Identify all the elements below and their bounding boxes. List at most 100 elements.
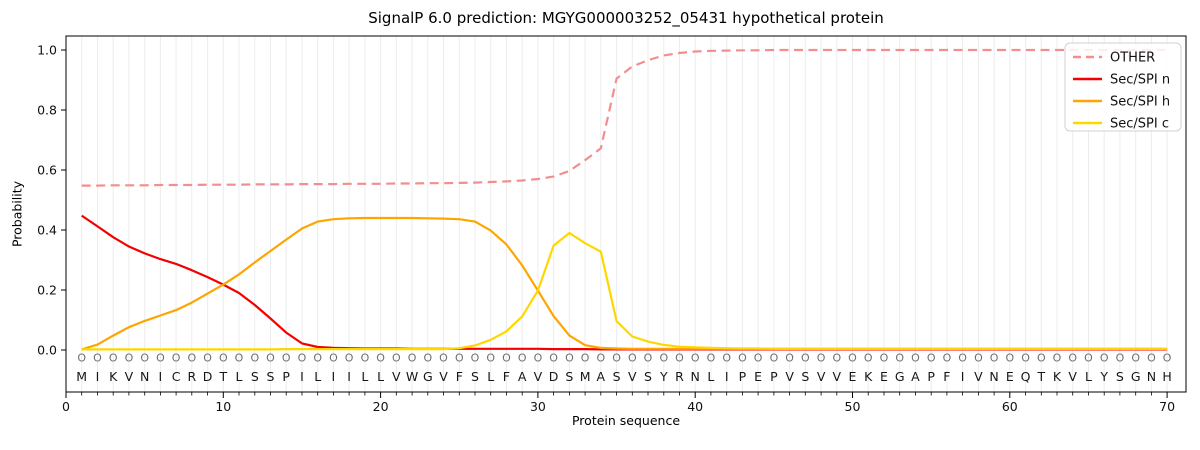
sequence-letter: I [725,369,729,384]
legend-label: Sec/SPI c [1110,117,1169,132]
position-marker: O [1005,352,1014,365]
y-axis-label: Probability [9,180,25,248]
position-marker: O [612,352,621,365]
sequence-letter: P [770,369,778,384]
position-marker: O [943,352,952,365]
position-marker: O [313,352,322,365]
x-tick-label: 20 [373,399,389,414]
y-tick-label: 1.0 [37,42,57,57]
position-marker: O [707,352,716,365]
x-tick-label: 30 [530,399,546,414]
sequence-letter: I [159,369,163,384]
sequence-letter: V [785,369,794,384]
position-marker: O [439,352,448,365]
position-marker: O [282,352,291,365]
position-marker: O [864,352,873,365]
sequence-letter: L [487,369,494,384]
sequence-letter: V [974,369,983,384]
position-marker: O [832,352,841,365]
position-marker: O [203,352,212,365]
sequence-letter: L [377,369,384,384]
position-marker: O [880,352,889,365]
position-marker: O [345,352,354,365]
position-marker: O [990,352,999,365]
sequence-letter: E [754,369,762,384]
position-marker: O [455,352,464,365]
position-marker: O [895,352,904,365]
sequence-letter: S [1116,369,1124,384]
position-marker: O [298,352,307,365]
position-marker: O [471,352,480,365]
position-marker: O [1053,352,1062,365]
sequence-letter: D [549,369,559,384]
position-marker: O [156,352,165,365]
y-tick-label: 0.4 [37,222,57,237]
x-tick-label: 60 [1002,399,1018,414]
position-marker: O [1147,352,1156,365]
sequence-letter: K [109,369,118,384]
sequence-letter: F [503,369,510,384]
y-tick-label: 0.2 [37,282,57,297]
position-marker: O [659,352,668,365]
position-marker: O [958,352,967,365]
sequence-letter: A [597,369,606,384]
position-marker: O [911,352,920,365]
sequence-letter: L [707,369,714,384]
position-marker: O [1037,352,1046,365]
x-tick-label: 10 [215,399,231,414]
position-marker: O [596,352,605,365]
sequence-letter: T [218,369,227,384]
sequence-letter: V [439,369,448,384]
sequence-letter: P [927,369,935,384]
position-marker: O [785,352,794,365]
position-marker: O [1068,352,1077,365]
position-marker: O [927,352,936,365]
sequence-letter: S [644,369,652,384]
sequence-letter: K [1053,369,1062,384]
sequence-letter: I [961,369,965,384]
sequence-letter: G [895,369,905,384]
series-line-sec-spi-c [81,231,1168,351]
position-marker: O [77,352,86,365]
position-marker: O [266,352,275,365]
position-marker: O [974,352,983,365]
sequence-letter: I [347,369,351,384]
position-marker: O [738,352,747,365]
position-marker: O [376,352,385,365]
legend-label: OTHER [1110,51,1155,66]
position-marker: O [565,352,574,365]
sequence-letter: R [675,369,684,384]
sequence-letter: F [456,369,463,384]
position-marker: O [628,352,637,365]
sequence-letter: E [849,369,857,384]
position-marker: O [392,352,401,365]
position-marker: O [1084,352,1093,365]
sequence-letter: N [140,369,149,384]
position-marker: O [1021,352,1030,365]
position-marker: O [1163,352,1172,365]
sequence-letter: V [817,369,826,384]
sequence-letter: P [739,369,747,384]
position-marker: O [644,352,653,365]
position-marker: O [801,352,810,365]
sequence-letter: N [1147,369,1156,384]
x-tick-label: 70 [1159,399,1175,414]
sequence-letter: Y [1099,369,1108,384]
sequence-letter: S [267,369,275,384]
sequence-letter: S [471,369,479,384]
position-marker: O [581,352,590,365]
sequence-letter: G [423,369,433,384]
sequence-letter: H [1162,369,1171,384]
sequence-letter: S [613,369,621,384]
legend-label: Sec/SPI h [1110,95,1170,110]
sequence-letter: S [801,369,809,384]
series-line-other [81,48,1168,187]
sequence-letter: A [911,369,920,384]
position-marker: O [502,352,511,365]
x-tick-label: 40 [687,399,703,414]
position-marker: O [1131,352,1140,365]
sequence-letter: N [989,369,998,384]
position-marker: O [848,352,857,365]
position-marker: O [361,352,370,365]
